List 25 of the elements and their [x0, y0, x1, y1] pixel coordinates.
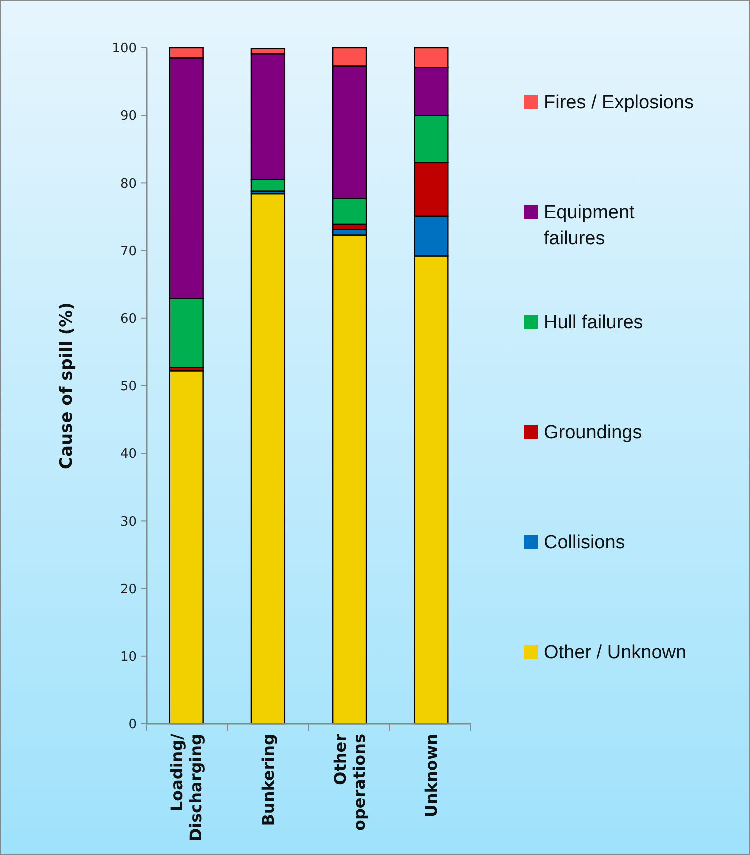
bar [169, 370, 204, 725]
y-tick-label: 10 [120, 650, 137, 665]
y-tick-label: 50 [120, 380, 137, 395]
y-tick-label: 40 [120, 447, 137, 462]
y-tick-label: 60 [120, 312, 137, 327]
x-tick-label: Unknown [422, 734, 442, 818]
y-axis-title: Cause of spill (%) [57, 302, 77, 470]
bar [332, 234, 368, 725]
legend-label: Equipment failures [544, 202, 636, 250]
y-tick-label: 20 [120, 582, 137, 598]
y-tick-label: 70 [120, 244, 137, 260]
bar [250, 193, 286, 725]
legend-label: Fires / Explosions [544, 92, 694, 114]
y-tick-label: 100 [112, 42, 137, 57]
y-tick-label: 30 [120, 514, 137, 530]
y-tick-label: 0 [128, 718, 137, 733]
legend-label: Hull failures [544, 312, 644, 334]
x-tick-label: Other operations [330, 734, 369, 832]
legend-label: Collisions [544, 532, 626, 554]
x-tick-label: Bunkering [258, 734, 278, 826]
text: Other / Unknown [544, 642, 687, 664]
legend-label: Groundings [544, 422, 642, 444]
y-tick-label: 80 [120, 176, 137, 192]
y-tick-label: 90 [120, 109, 137, 124]
x-tick-label: Loading/ Discharging [168, 734, 206, 842]
